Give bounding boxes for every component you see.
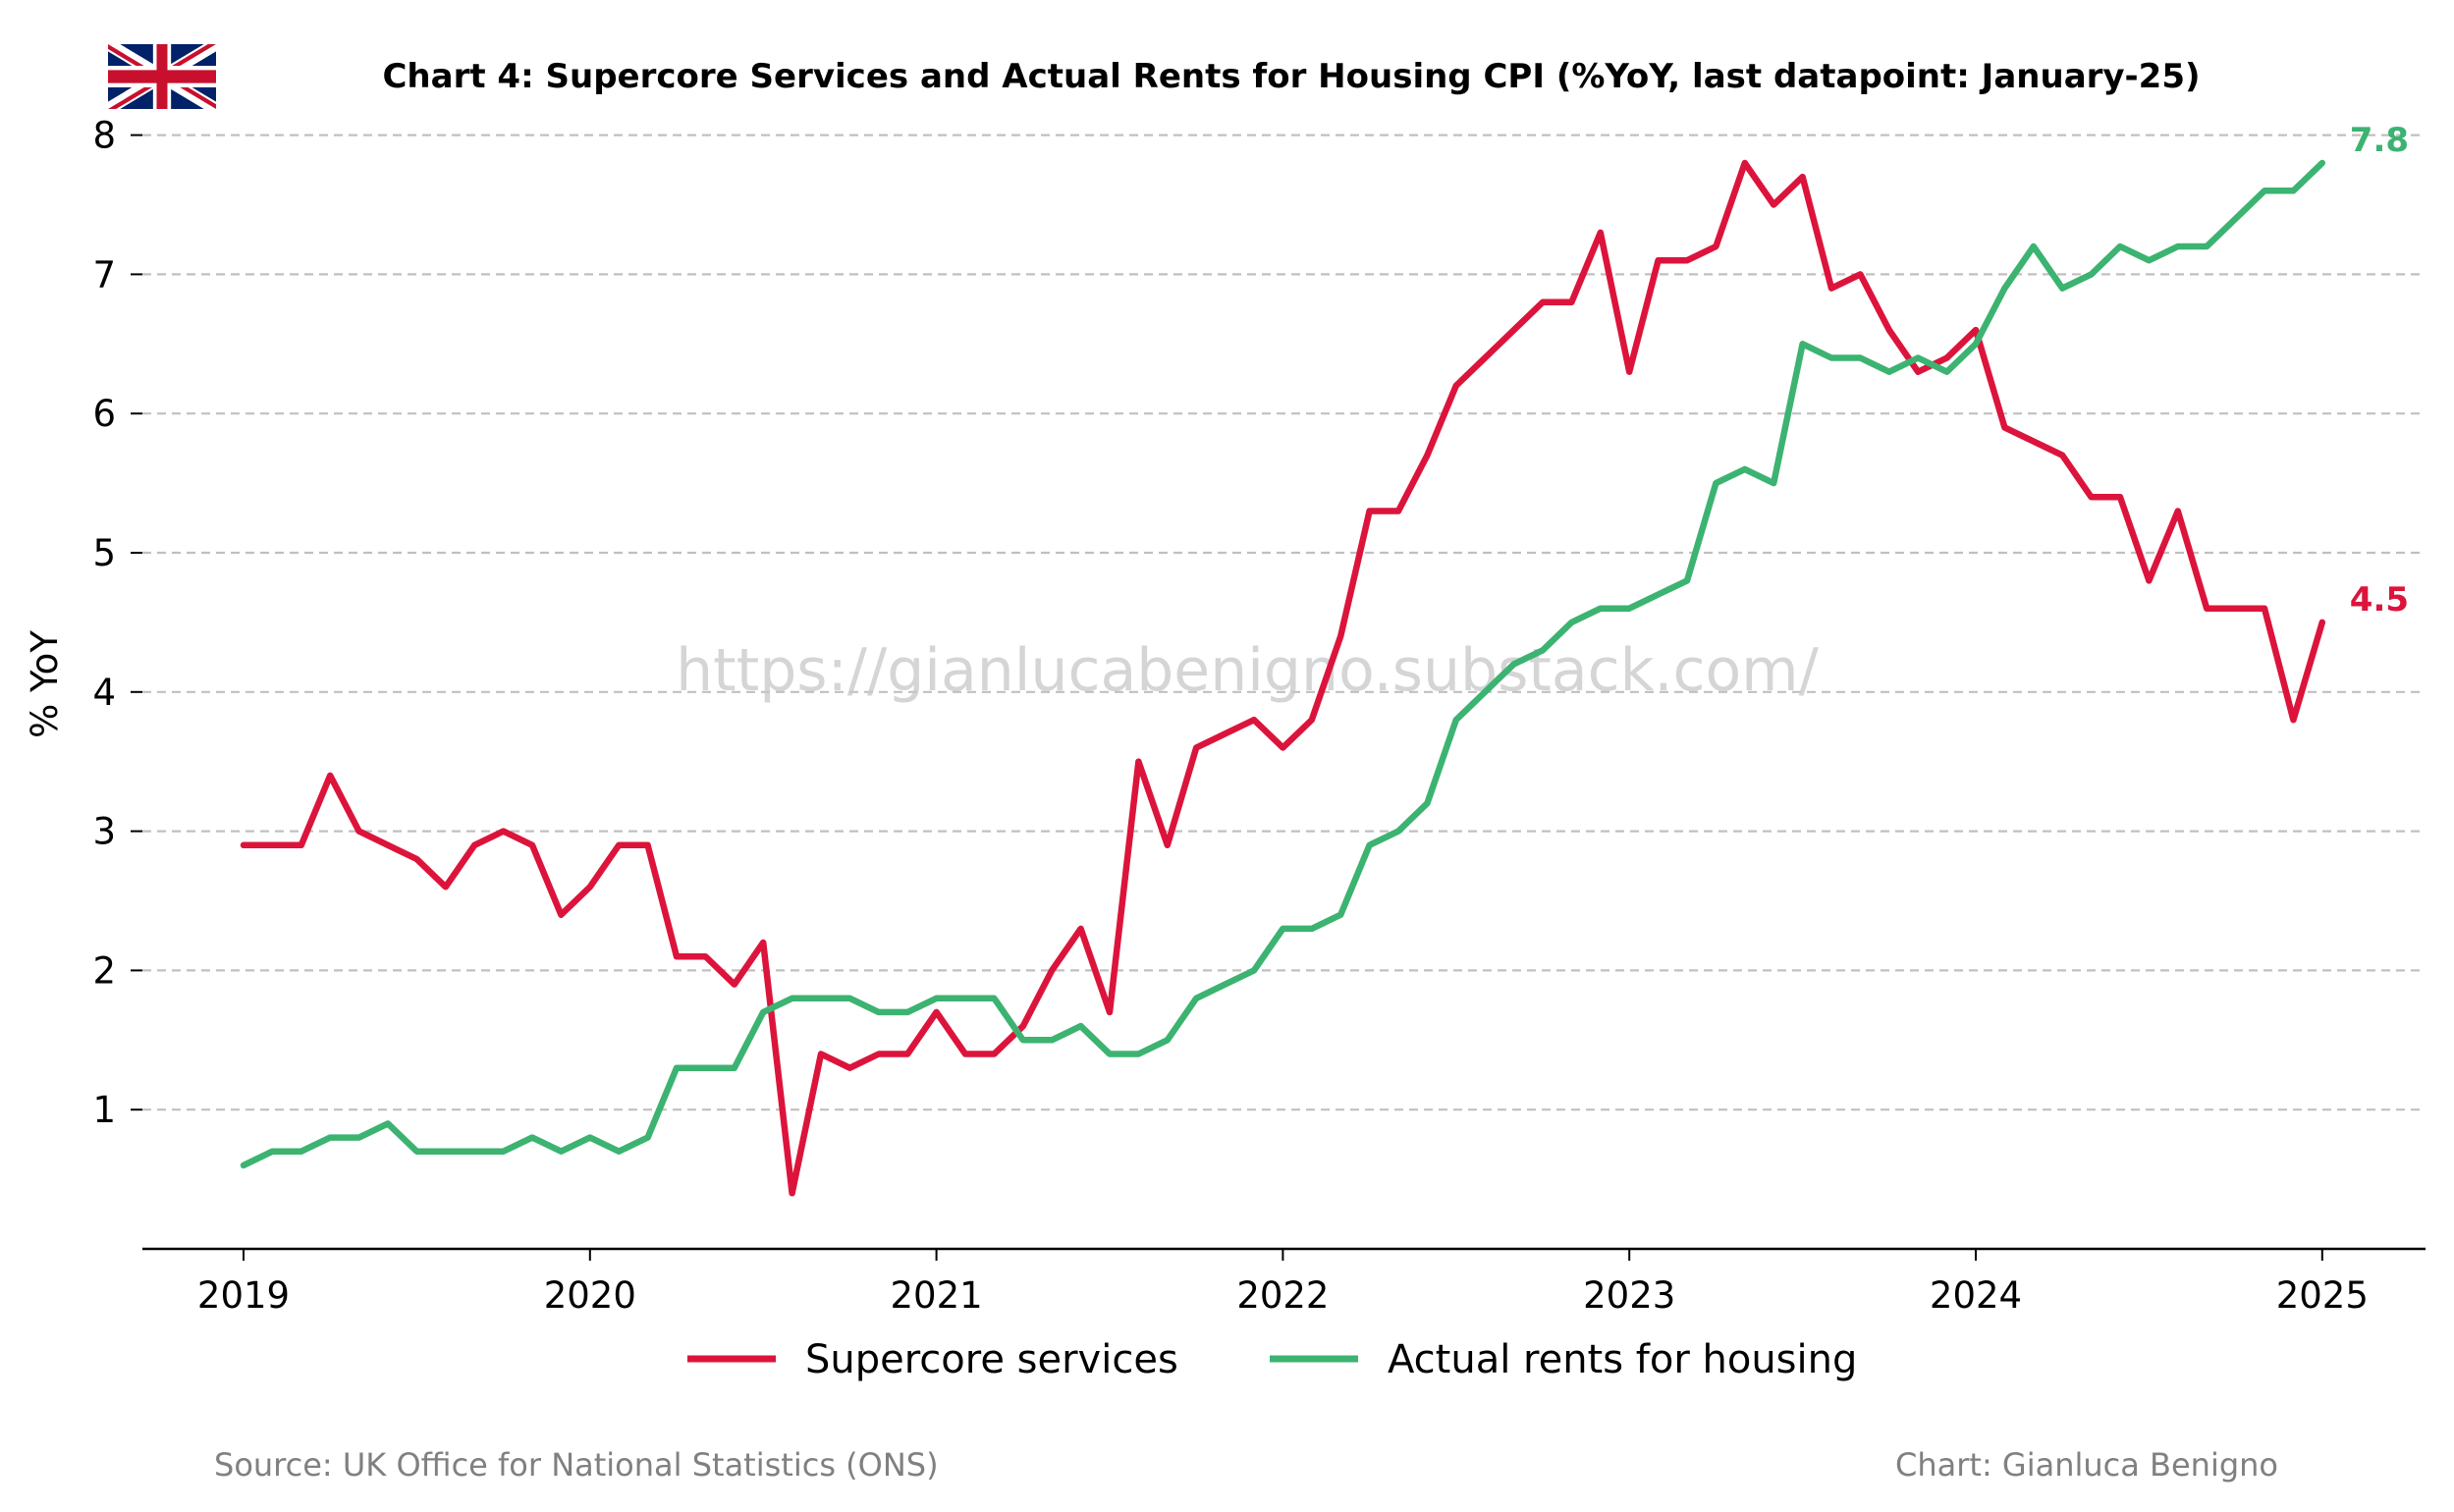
end-labels: 4.5 7.8 — [2350, 121, 2409, 620]
uk-flag-icon — [108, 44, 216, 109]
y-tick-label-1: 1 — [92, 1089, 116, 1131]
chart-credit: Chart: Gianluca Benigno — [1895, 1446, 2278, 1484]
series-line-rents — [240, 159, 2326, 1169]
y-tick-label-5: 5 — [92, 532, 116, 574]
y-tick-label-6: 6 — [92, 393, 116, 435]
y-tick-label-8: 8 — [92, 115, 116, 157]
x-tick-label-2022: 2022 — [1236, 1274, 1329, 1317]
x-tick-label-2020: 2020 — [544, 1274, 636, 1317]
series-line-supercore — [240, 159, 2326, 1197]
legend-label-supercore: Supercore services — [805, 1337, 1178, 1382]
x-tick-label-2024: 2024 — [1930, 1274, 2022, 1317]
y-tick-label-3: 3 — [92, 811, 116, 853]
x-tick-label-2021: 2021 — [891, 1274, 983, 1317]
y-tick-label-7: 7 — [92, 253, 116, 296]
end-label-rents: 7.8 — [2350, 121, 2409, 160]
x-axis: 2019 2020 2021 2022 2023 2024 2025 — [142, 1247, 2426, 1317]
chart-title: Chart 4: Supercore Services and Actual R… — [382, 57, 2200, 96]
end-label-supercore: 4.5 — [2350, 580, 2409, 620]
legend-label-rents: Actual rents for housing — [1388, 1337, 1857, 1382]
y-axis-ticks: 1 2 3 4 5 6 7 8 — [92, 115, 142, 1131]
legend: Supercore services Actual rents for hous… — [687, 1337, 1857, 1382]
series-lines — [240, 159, 2326, 1197]
x-tick-label-2023: 2023 — [1583, 1274, 1675, 1317]
watermark: https://gianlucabenigno.substack.com/ — [676, 636, 1819, 705]
source-note: Source: UK Office for National Statistic… — [214, 1446, 939, 1484]
x-tick-label-2019: 2019 — [197, 1274, 290, 1317]
y-gridlines — [142, 134, 2426, 1111]
y-tick-label-2: 2 — [92, 949, 116, 992]
x-tick-label-2025: 2025 — [2276, 1274, 2369, 1317]
y-tick-label-4: 4 — [92, 672, 116, 714]
y-axis-label: % YoY — [24, 630, 66, 738]
